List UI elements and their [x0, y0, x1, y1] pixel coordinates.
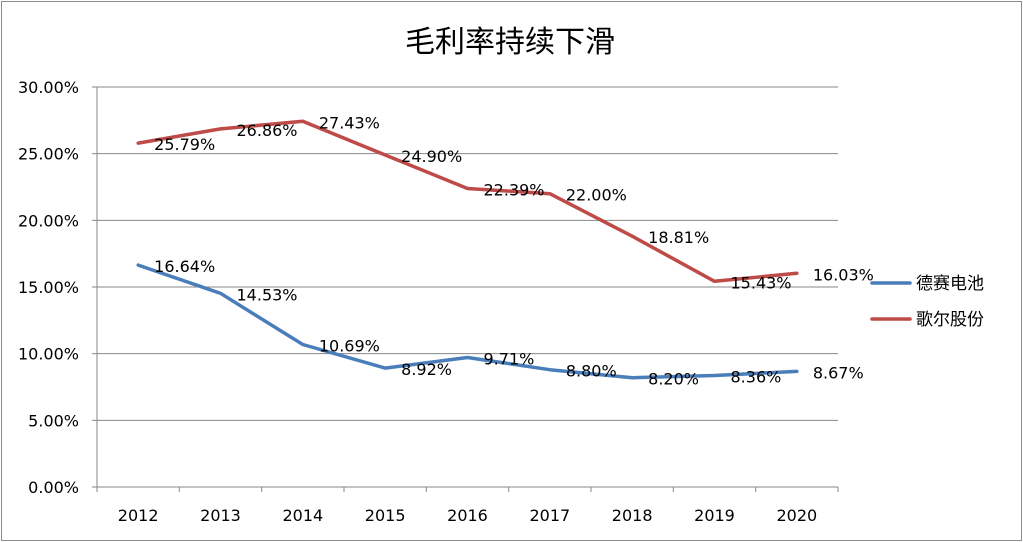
- y-tick-label: 30.00%: [18, 78, 79, 97]
- data-label: 9.71%: [484, 350, 535, 369]
- chart-title: 毛利率持续下滑: [405, 25, 615, 60]
- x-tick-label: 2013: [200, 506, 241, 525]
- x-tick-label: 2019: [694, 506, 735, 525]
- x-tick-label: 2012: [118, 506, 159, 525]
- x-tick-label: 2016: [447, 506, 488, 525]
- data-label: 8.67%: [813, 363, 864, 382]
- x-tick-label: 2017: [529, 506, 570, 525]
- x-tick-label: 2018: [612, 506, 653, 525]
- data-label: 16.64%: [154, 257, 215, 276]
- data-label: 10.69%: [319, 336, 380, 355]
- y-tick-label: 5.00%: [28, 411, 79, 430]
- data-label: 14.53%: [237, 285, 298, 304]
- data-label: 8.92%: [401, 360, 452, 379]
- data-label: 16.03%: [813, 265, 874, 284]
- data-label: 15.43%: [731, 273, 792, 292]
- series-line-1: [136, 263, 799, 380]
- gridlines: [97, 86, 838, 421]
- x-tick-label: 2014: [282, 506, 323, 525]
- data-labels: 16.64% 14.53% 10.69% 8.92% 9.71% 8.80% 8.20% 8.…: [154, 113, 874, 388]
- data-label: 22.00%: [566, 186, 627, 205]
- data-label: 8.20%: [648, 370, 699, 389]
- data-label: 8.80%: [566, 362, 617, 381]
- data-label: 22.39%: [484, 180, 545, 199]
- data-label: 26.86%: [237, 121, 298, 140]
- y-tick-label: 20.00%: [18, 211, 79, 230]
- y-tick-label: 25.00%: [18, 145, 79, 164]
- x-tick-label: 2015: [365, 506, 406, 525]
- legend-label: 歌尔股份: [916, 310, 984, 330]
- y-axis-ticks: 0.00% 5.00% 10.00% 15.00% 20.00% 25.00% 30.00%: [18, 78, 79, 497]
- x-tick-label: 2020: [776, 506, 817, 525]
- series-lines: [136, 119, 799, 380]
- x-axis-ticks: 2012 2013 2014 2015 2016 2017 2018 2019 2020: [118, 506, 817, 525]
- y-tick-label: 10.00%: [18, 345, 79, 364]
- series-line-2: [136, 119, 799, 284]
- data-label: 27.43%: [319, 113, 380, 132]
- axes: [92, 86, 839, 492]
- y-tick-label: 15.00%: [18, 278, 79, 297]
- data-label: 18.81%: [648, 228, 709, 247]
- data-label: 24.90%: [401, 147, 462, 166]
- data-label: 8.36%: [731, 368, 782, 387]
- data-label: 25.79%: [154, 135, 215, 154]
- y-tick-label: 0.00%: [28, 478, 79, 497]
- legend-label: 德赛电池: [916, 273, 984, 294]
